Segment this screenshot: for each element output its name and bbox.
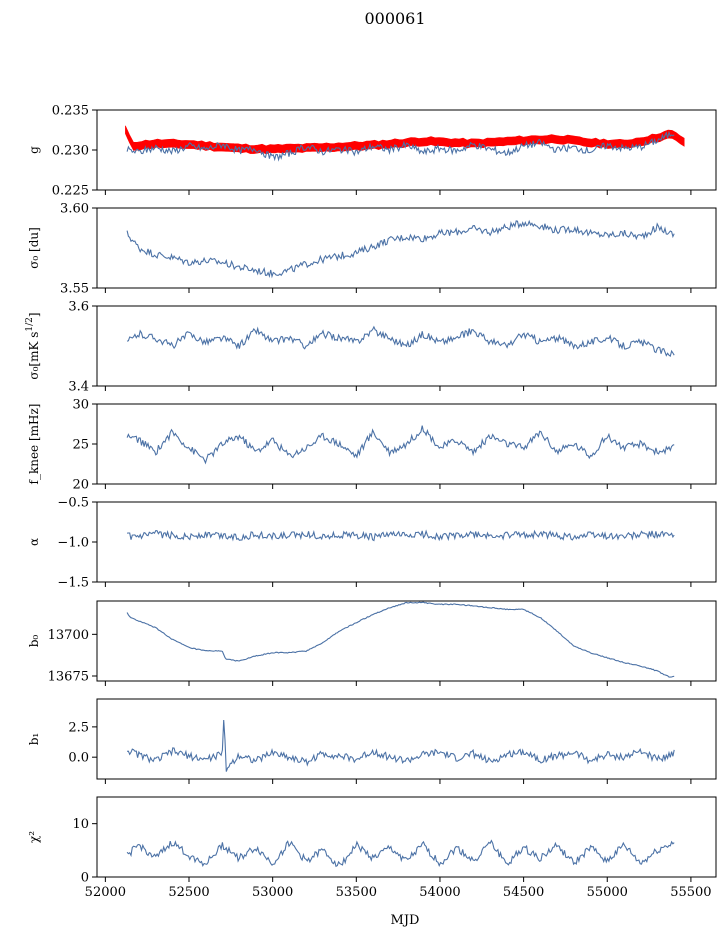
series-band-g [125, 125, 685, 155]
axes-frame-b1 [96, 698, 717, 780]
xtick-label: 54000 [419, 885, 460, 900]
xtick-label: 55000 [587, 885, 628, 900]
panel-g: 0.225 0.230 0.235 g [27, 104, 717, 199]
axes-frame-g [96, 109, 717, 191]
figure-title: 000061 [364, 9, 425, 28]
y-axis-label-main: f_knee [mHz] [27, 404, 41, 485]
y-axis-label-main: σ₀ [du] [27, 227, 41, 269]
panel-b0: 13675 13700 b₀ [27, 600, 717, 686]
xtick-label: 54500 [503, 885, 544, 900]
y-axis-label-sigma0_mk: σ₀[mK s1/2] [25, 312, 41, 379]
panels-group: 0.225 0.230 0.235 g 3.55 3.60 σ₀ [du] 3.4 3.6 σ₀[… [25, 104, 717, 900]
ytick-label-chi2: 10 [72, 817, 89, 832]
plot-area-g [125, 125, 685, 162]
ytick-label-b0: 13675 [48, 670, 89, 685]
series-line-fknee [126, 425, 675, 465]
ytick-label-sigma0_mk: 3.4 [68, 380, 89, 395]
y-axis-label-sigma0_du: σ₀ [du] [27, 227, 41, 269]
y-axis-label-b0: b₀ [27, 635, 41, 648]
xtick-label: 52000 [85, 885, 126, 900]
panel-b1: 0.0 2.5 b₁ [27, 698, 717, 784]
ytick-label-g: 0.235 [52, 104, 89, 119]
y-axis-label-fknee: f_knee [mHz] [27, 404, 41, 485]
plot-area-b1 [127, 719, 675, 772]
xtick-label: 55500 [670, 885, 711, 900]
axes-frame-sigma0_mk [96, 305, 717, 387]
y-axis-label-main: b₀ [27, 635, 41, 648]
ytick-label-alpha: −1.5 [57, 576, 89, 591]
panel-sigma0_du: 3.55 3.60 σ₀ [du] [27, 202, 717, 297]
ytick-label-fknee: 30 [72, 398, 89, 413]
ytick-label-b1: 2.5 [68, 720, 89, 735]
axes-frame-chi2 [96, 796, 717, 878]
axes-frame-sigma0_du [96, 207, 717, 289]
ytick-label-sigma0_du: 3.55 [60, 282, 89, 297]
plot-area-sigma0_du [126, 219, 675, 279]
series-line-sigma0_du [126, 219, 675, 279]
panel-chi2: 0 10 52000 52500 53000 53500 54000 54500 55000 55… [27, 796, 717, 900]
ytick-label-sigma0_du: 3.60 [60, 202, 89, 217]
ytick-label-g: 0.230 [52, 144, 89, 159]
ytick-label-alpha: −0.5 [57, 496, 89, 511]
y-axis-label-chi2: χ² [27, 831, 41, 843]
axes-frame-alpha [96, 501, 717, 583]
xtick-label: 52500 [168, 885, 209, 900]
y-axis-label-b1: b₁ [27, 733, 41, 746]
plot-area-fknee [126, 425, 675, 465]
y-axis-label-superscript: 1/2 [25, 317, 35, 331]
series-line-b0 [126, 601, 675, 678]
ytick-label-b1: 0.0 [68, 751, 89, 766]
ytick-label-chi2: 0 [81, 871, 89, 886]
panel-sigma0_mk: 3.4 3.6 σ₀[mK s1/2] [25, 300, 717, 395]
ytick-label-alpha: −1.0 [57, 536, 89, 551]
xtick-label: 53000 [252, 885, 293, 900]
series-line-chi2 [126, 839, 675, 868]
y-axis-label-main: χ² [27, 831, 41, 843]
ytick-label-fknee: 20 [72, 478, 89, 493]
axes-frame-b0 [96, 600, 717, 682]
plot-area-chi2 [126, 839, 675, 868]
plot-area-sigma0_mk [126, 325, 675, 358]
panel-alpha: −1.5 −1.0 −0.5 α [27, 496, 717, 591]
y-axis-label-alpha: α [27, 538, 41, 546]
ytick-label-b0: 13700 [48, 628, 89, 643]
ytick-label-fknee: 25 [72, 438, 89, 453]
series-line-alpha [127, 529, 675, 542]
y-axis-label-main: g [27, 146, 41, 154]
panel-fknee: 20 25 30 f_knee [mHz] [27, 398, 717, 493]
plot-area-b0 [126, 601, 675, 678]
y-axis-label-main: σ₀[mK s [27, 332, 41, 380]
ytick-label-g: 0.225 [52, 184, 89, 199]
y-axis-label-main: b₁ [27, 733, 41, 746]
plot-area-alpha [127, 529, 675, 542]
y-axis-label-bracket: ] [27, 312, 41, 317]
series-line-sigma0_mk [126, 325, 675, 358]
x-axis-label: MJD [391, 913, 420, 928]
xtick-label: 53500 [336, 885, 377, 900]
y-axis-label-main: α [27, 538, 41, 546]
series-line-g [126, 130, 675, 162]
series-line-b1 [127, 719, 675, 772]
ytick-label-sigma0_mk: 3.6 [68, 300, 89, 315]
y-axis-label-g: g [27, 146, 41, 154]
